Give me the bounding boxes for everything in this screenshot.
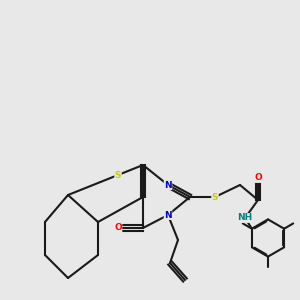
Text: S: S (115, 170, 121, 179)
Text: S: S (212, 193, 218, 202)
Text: NH: NH (237, 214, 253, 223)
Text: O: O (114, 224, 122, 232)
Text: N: N (164, 181, 172, 190)
Text: O: O (254, 173, 262, 182)
Text: N: N (164, 211, 172, 220)
